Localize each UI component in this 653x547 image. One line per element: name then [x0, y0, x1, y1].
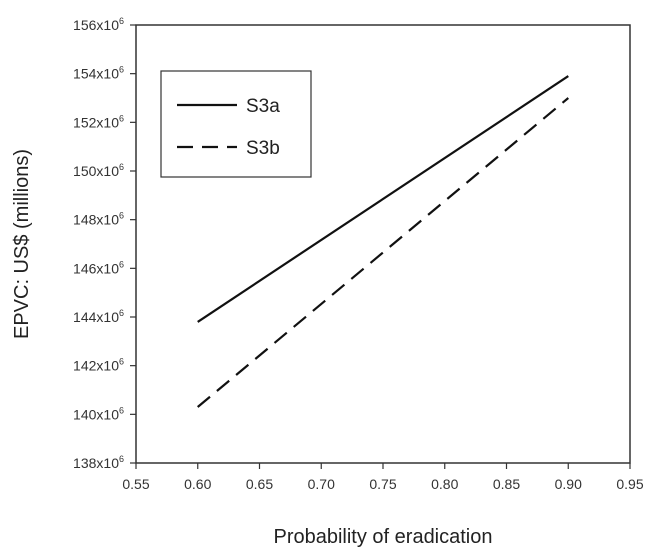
x-tick-label: 0.60 [184, 476, 211, 492]
x-axis-title: Probability of eradication [273, 526, 492, 547]
legend-box [160, 70, 312, 178]
y-axis: 138x106 140x106 142x106 144x106 146x106 148x1… [73, 16, 136, 471]
x-tick-label: 0.80 [431, 476, 458, 492]
y-tick-label: 154x106 [73, 65, 124, 82]
y-tick-label: 140x106 [73, 405, 124, 422]
y-tick-label: 146x106 [73, 259, 124, 276]
y-tick-label: 148x106 [73, 211, 124, 228]
y-axis-title: EPVC: US$ (millions) [11, 149, 33, 339]
legend-label-S3a: S3a [246, 96, 280, 117]
x-tick-label: 0.85 [493, 476, 520, 492]
series-line-S3b [196, 97, 570, 408]
y-tick-label: 152x106 [73, 113, 124, 130]
y-tick-label: 138x106 [73, 454, 124, 471]
y-tick-label: 144x106 [73, 308, 124, 325]
x-tick-label: 0.55 [122, 476, 149, 492]
x-axis: 0.55 0.60 0.65 0.70 0.75 0.80 0.85 0.90 0.95 [122, 463, 644, 492]
y-tick-label: 142x106 [73, 357, 124, 374]
legend: S3a S3b [160, 70, 312, 178]
x-tick-label: 0.75 [369, 476, 396, 492]
y-tick-label: 156x106 [73, 16, 124, 33]
series-layer [196, 75, 570, 408]
series-line-S3a [197, 75, 569, 323]
legend-label-S3b: S3b [246, 138, 280, 159]
x-tick-label: 0.90 [555, 476, 582, 492]
y-tick-label: 150x106 [73, 162, 124, 179]
x-tick-label: 0.65 [246, 476, 273, 492]
x-tick-label: 0.70 [308, 476, 335, 492]
x-tick-label: 0.95 [616, 476, 643, 492]
